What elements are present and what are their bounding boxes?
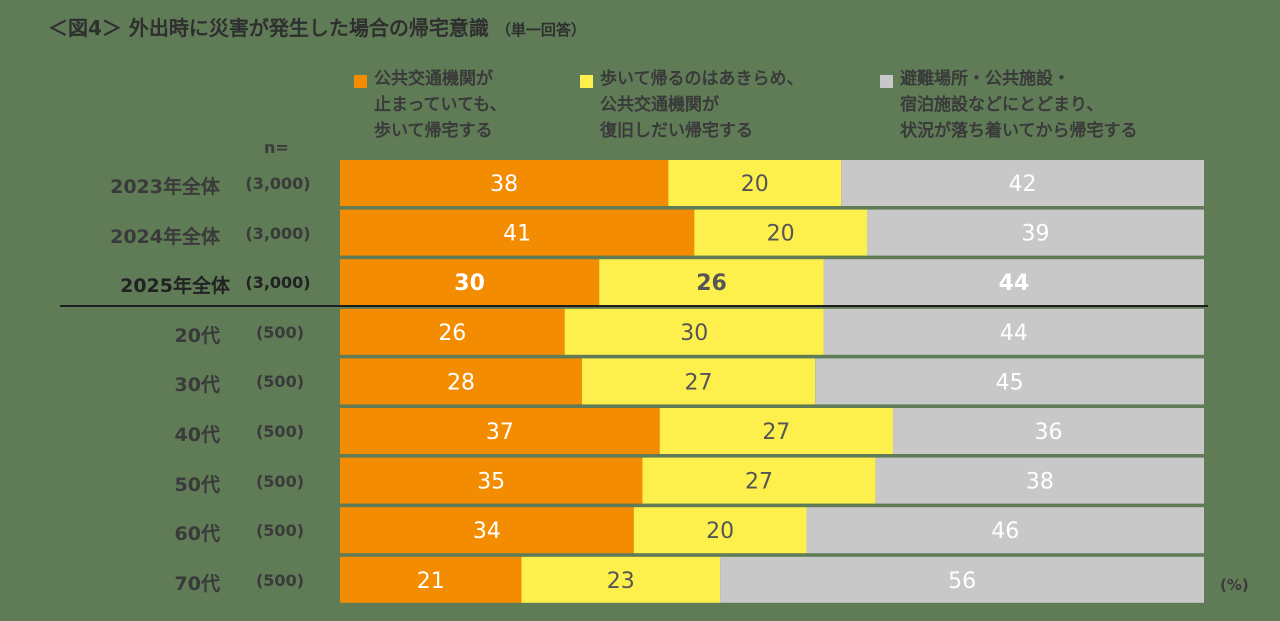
category-label: 2024年全体 <box>110 225 220 248</box>
data-label: 37 <box>486 420 514 445</box>
data-label: 23 <box>607 569 635 594</box>
bar-segment <box>668 160 842 206</box>
category-label: 2025年全体 <box>120 275 230 298</box>
data-label: 42 <box>1009 172 1037 197</box>
category-label: 2023年全体 <box>110 176 220 198</box>
data-label: 30 <box>680 321 708 346</box>
n-header: n= <box>264 138 289 157</box>
legend-swatch <box>354 75 367 88</box>
legend-label: 歩いて帰るのはあきらめ、 公共交通機関が復旧しだい帰宅する <box>600 66 804 144</box>
category-label: 60代 <box>174 523 220 546</box>
sample-size-label: (3,000) <box>245 273 311 293</box>
data-label: 27 <box>685 370 713 395</box>
legend-label-line: 状況が落ち着いてから帰宅する <box>900 121 1138 141</box>
data-label: 41 <box>503 222 531 247</box>
data-label: 20 <box>767 222 795 247</box>
sample-size-label: (500) <box>255 322 305 342</box>
bar-segment <box>340 507 634 554</box>
category-label: 70代 <box>174 572 220 595</box>
sample-size-label: (500) <box>255 521 305 541</box>
sample-size-label: (500) <box>255 372 305 392</box>
bar-segment <box>340 556 522 603</box>
legend-label-line: 止まっていても、 <box>374 95 507 115</box>
bar-segment <box>892 408 1204 454</box>
bar-segment <box>694 209 868 256</box>
data-label: 20 <box>706 519 734 544</box>
legend-label: 避難場所・公共施設・宿泊施設などにとどまり、状況が落ち着いてから帰宅する <box>900 66 1138 144</box>
legend-label-line: 公共交通機関が <box>600 95 719 115</box>
bar-segment <box>806 507 1204 554</box>
bar-segment <box>340 308 565 355</box>
bar-segment <box>823 308 1204 355</box>
bar-segment <box>720 556 1204 603</box>
bar-segment <box>867 209 1204 256</box>
bar-segment <box>340 259 600 306</box>
data-label: 20 <box>741 172 769 197</box>
category-label: 30代 <box>174 374 220 397</box>
data-label: 56 <box>948 569 976 594</box>
data-label: 35 <box>477 470 505 495</box>
data-label: 38 <box>1026 470 1054 495</box>
category-label: 50代 <box>174 473 220 496</box>
data-label: 21 <box>417 569 445 594</box>
bar-segment <box>642 457 876 504</box>
data-label: 39 <box>1022 222 1050 247</box>
bar-segment <box>340 358 582 405</box>
bar-segment <box>581 358 816 405</box>
legend-label-line: 歩いて帰るのはあきらめ、 <box>600 69 804 89</box>
bar-segment <box>841 160 1204 206</box>
bar-segment <box>340 457 643 504</box>
legend-label: 公共交通機関が 止まっていても、 歩いて帰宅する <box>374 66 507 144</box>
bar-segment <box>659 408 893 454</box>
data-label: 26 <box>696 271 727 296</box>
bar-segment <box>815 358 1204 405</box>
data-label: 27 <box>762 420 790 445</box>
unit-label: (%) <box>1220 576 1249 594</box>
bar-segment <box>521 556 721 603</box>
data-label: 45 <box>996 370 1024 395</box>
bar-segment <box>340 209 695 256</box>
legend-swatch <box>880 75 893 88</box>
bar-segment <box>823 259 1204 306</box>
legend-label-line: 復旧しだい帰宅する <box>600 121 753 141</box>
legend-label-line: 宿泊施設などにとどまり、 <box>900 95 1104 115</box>
bar-segment <box>340 160 669 206</box>
category-label: 20代 <box>174 324 220 347</box>
legend-label-line: 歩いて帰宅する <box>374 121 493 141</box>
sample-size-label: (500) <box>255 471 305 491</box>
data-label: 30 <box>454 271 485 296</box>
data-label: 38 <box>490 172 518 197</box>
data-label: 26 <box>438 321 466 346</box>
sample-size-label: (500) <box>255 570 305 590</box>
legend-label-line: 公共交通機関が <box>374 69 493 89</box>
sample-size-label: (3,000) <box>245 174 311 193</box>
bar-segment <box>875 457 1204 504</box>
bar-segment <box>340 408 660 454</box>
data-label: 44 <box>1000 321 1028 346</box>
divider-line <box>60 305 1208 307</box>
data-label: 27 <box>745 470 773 495</box>
bar-segment <box>633 507 807 554</box>
sample-size-label: (3,000) <box>245 223 311 243</box>
chart-title-note: （単一回答） <box>495 21 586 39</box>
chart-title: ＜図4＞ 外出時に災害が発生した場合の帰宅意識 （単一回答） <box>48 12 586 41</box>
data-label: 28 <box>447 370 475 395</box>
category-label: 40代 <box>174 424 220 446</box>
chart-title-main: ＜図4＞ 外出時に災害が発生した場合の帰宅意識 <box>48 16 489 40</box>
bar-segment <box>564 308 824 355</box>
data-label: 44 <box>999 271 1030 296</box>
bar-segment <box>599 259 824 306</box>
sample-size-label: (500) <box>255 422 305 441</box>
data-label: 46 <box>991 519 1019 544</box>
legend-label-line: 避難場所・公共施設・ <box>900 69 1070 89</box>
data-label: 34 <box>473 519 501 544</box>
legend-swatch <box>580 75 593 88</box>
data-label: 36 <box>1034 420 1062 445</box>
